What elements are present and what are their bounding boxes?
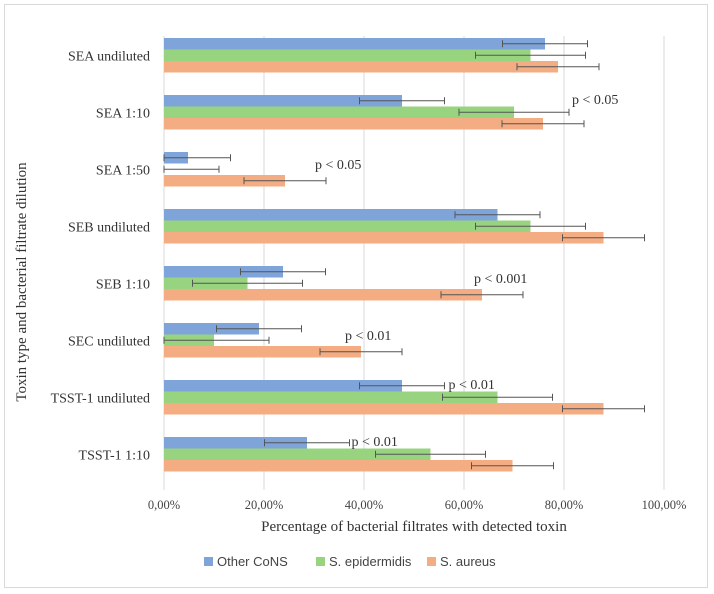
x-tick-label: 20,00% <box>245 498 284 512</box>
bar <box>164 95 402 107</box>
bar <box>164 289 482 301</box>
bar <box>164 266 283 278</box>
category-label: TSST-1 undiluted <box>51 391 150 406</box>
category-label: SEB 1:10 <box>96 277 150 292</box>
category-label: SEA undiluted <box>68 49 150 64</box>
bar <box>164 391 498 403</box>
legend-swatch <box>427 557 436 566</box>
category-label: SEC undiluted <box>68 334 150 349</box>
legend-label: Other CoNS <box>217 554 288 569</box>
legend-label: S. epidermidis <box>329 554 412 569</box>
bar <box>164 346 361 358</box>
bar <box>164 220 531 232</box>
legend-swatch <box>204 557 213 566</box>
category-label: SEA 1:10 <box>96 106 150 121</box>
p-value-annotation: p < 0.01 <box>345 329 391 344</box>
category-labels: SEA undiluted SEA 1:10 SEA 1:50 SEB undilut… <box>51 49 150 463</box>
category-label: TSST-1 1:10 <box>79 448 150 463</box>
bar <box>164 61 558 73</box>
bar <box>164 437 307 449</box>
bar <box>164 448 431 460</box>
x-tick-label: 0,00% <box>148 498 180 512</box>
x-tick-labels: 0,00% 20,00% 40,00% 60,00% 80,00% 100,00% <box>148 498 687 512</box>
bar <box>164 38 545 50</box>
bar <box>164 106 514 118</box>
category-label: SEA 1:50 <box>96 163 150 178</box>
bar <box>164 175 285 187</box>
legend-label: S. aureus <box>440 554 496 569</box>
x-axis-title: Percentage of bacterial filtrates with d… <box>261 519 567 535</box>
bar <box>164 232 604 244</box>
bar <box>164 403 604 415</box>
p-value-annotation: p < 0.001 <box>474 272 527 287</box>
p-value-annotation: p < 0.05 <box>315 158 361 173</box>
bars <box>164 38 604 472</box>
legend-swatch <box>316 557 325 566</box>
bar <box>164 118 543 130</box>
legend: Other CoNS S. epidermidis S. aureus <box>204 554 496 569</box>
p-value-annotation: p < 0.01 <box>352 435 398 450</box>
category-label: SEB undiluted <box>68 220 150 235</box>
annotations: p < 0.05 p < 0.05 p < 0.001 p < 0.01 p < 0.0… <box>315 93 618 450</box>
bar <box>164 49 531 61</box>
x-tick-label: 40,00% <box>345 498 384 512</box>
x-tick-label: 100,00% <box>642 498 687 512</box>
bar <box>164 209 498 221</box>
x-tick-label: 80,00% <box>545 498 584 512</box>
p-value-annotation: p < 0.01 <box>449 378 495 393</box>
bar <box>164 323 259 335</box>
error-bars <box>163 40 645 470</box>
bar <box>164 460 513 472</box>
y-axis-title: Toxin type and bacterial filtrate diluti… <box>14 162 30 402</box>
bar <box>164 380 402 392</box>
p-value-annotation: p < 0.05 <box>572 93 618 108</box>
x-tick-label: 60,00% <box>445 498 484 512</box>
